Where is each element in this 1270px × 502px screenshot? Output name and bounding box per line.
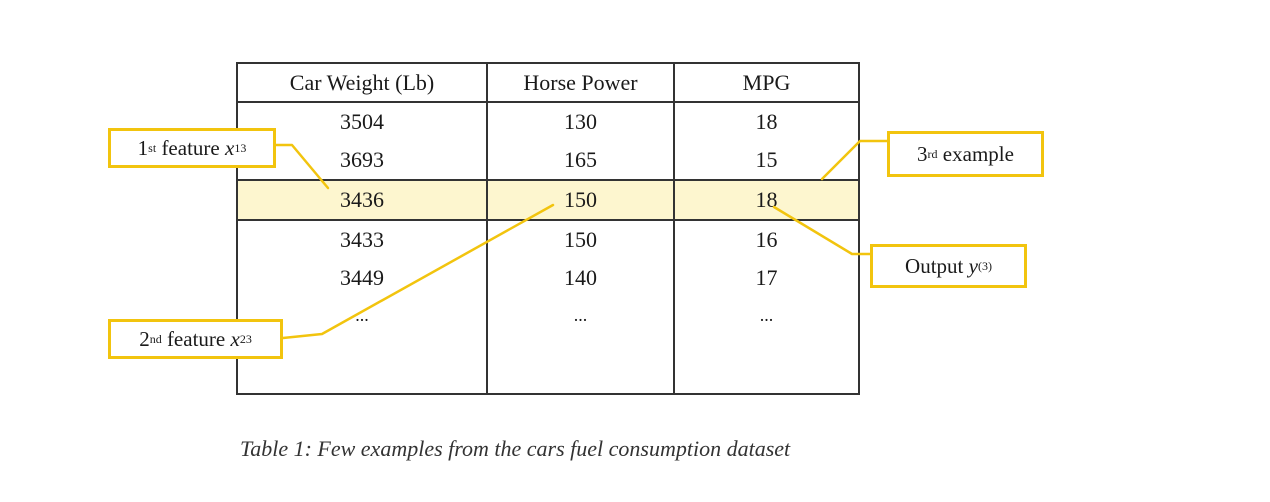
table-row-blank <box>236 341 860 395</box>
table-cell: 18 <box>673 102 860 141</box>
table-cell: 3436 <box>236 179 488 221</box>
callout-third-example-text: example <box>942 141 1014 166</box>
callout-second-feature-sub: 2 <box>239 331 246 346</box>
table-cell: 165 <box>486 141 675 180</box>
callout-second-feature-ordinal: 2 <box>139 326 150 351</box>
table-cell-empty <box>486 341 675 395</box>
table-row: 3433 150 16 <box>236 220 860 259</box>
table-cell: 3504 <box>236 102 488 141</box>
callout-output-text: Output <box>905 253 964 278</box>
table-cell: 17 <box>673 259 860 297</box>
table-cell: 3433 <box>236 220 488 259</box>
column-header-horse-power: Horse Power <box>486 62 675 103</box>
callout-output: Output y (3) <box>870 244 1027 288</box>
callout-second-feature-ordinal-suffix: nd <box>149 331 162 346</box>
callout-second-feature-text: feature <box>166 326 226 351</box>
table-row-ellipsis: ... ... ... <box>236 297 860 341</box>
table-cell: 140 <box>486 259 675 297</box>
data-table: Car Weight (Lb) Horse Power MPG 3504 130… <box>236 62 860 395</box>
table-row-highlighted: 3436 150 18 <box>236 179 860 221</box>
table-cell-empty <box>673 341 860 395</box>
table-cell: 16 <box>673 220 860 259</box>
table-cell: 150 <box>486 179 675 221</box>
callout-output-sup: (3) <box>977 258 992 273</box>
callout-second-feature-var: x <box>230 326 240 351</box>
table-row: 3693 165 15 <box>236 141 860 180</box>
callout-first-feature-text: feature <box>161 135 220 160</box>
callout-first-feature-sup: 3 <box>240 140 247 155</box>
table-cell: 130 <box>486 102 675 141</box>
callout-second-feature-sup: 3 <box>245 331 252 346</box>
callout-first-feature-ordinal-suffix: st <box>148 140 157 155</box>
table-row: 3504 130 18 <box>236 102 860 141</box>
table-cell: 3449 <box>236 259 488 297</box>
callout-output-var: y <box>968 253 978 278</box>
table-header-row: Car Weight (Lb) Horse Power MPG <box>236 62 860 103</box>
column-header-car-weight: Car Weight (Lb) <box>236 62 488 103</box>
callout-third-example-ordinal-suffix: rd <box>927 146 938 161</box>
table-cell: ... <box>486 297 675 341</box>
table-cell: ... <box>673 297 860 341</box>
callout-third-example-ordinal: 3 <box>917 141 928 166</box>
table-cell: 18 <box>673 179 860 221</box>
table-row: 3449 140 17 <box>236 259 860 297</box>
callout-first-feature-var: x <box>224 135 235 160</box>
table-caption: Table 1: Few examples from the cars fuel… <box>240 436 791 461</box>
column-header-mpg: MPG <box>673 62 860 103</box>
callout-first-feature-ordinal: 1 <box>137 135 149 160</box>
callout-first-feature-sub: 1 <box>234 140 241 155</box>
table-cell: 150 <box>486 220 675 259</box>
table-cell: 15 <box>673 141 860 180</box>
